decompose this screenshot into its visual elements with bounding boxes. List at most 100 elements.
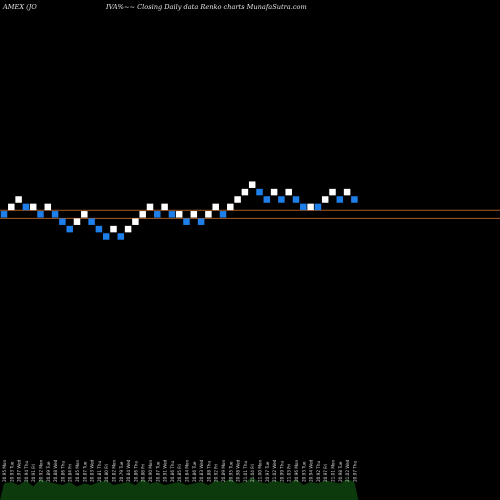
renko-brick-down	[37, 211, 44, 218]
renko-brick-up	[321, 196, 329, 203]
renko-brick-up	[248, 181, 256, 188]
renko-brick-up	[329, 188, 336, 196]
volume-label: 20.83 Wed	[90, 459, 95, 482]
renko-brick-up	[73, 218, 81, 225]
volume-label: 21.02 Wed	[345, 459, 350, 482]
volume-label: 20.85 Fri	[177, 464, 182, 482]
renko-brick-down	[300, 203, 307, 211]
volume-label: 20.93 Tue	[9, 461, 14, 482]
renko-brick-down	[51, 211, 59, 218]
volume-label: 20.86 Thu	[133, 460, 138, 482]
volume-label: 21.00 Mon	[258, 460, 263, 482]
volume-label: 21.03 Fri	[287, 464, 292, 482]
renko-brick-down	[117, 233, 125, 240]
renko-brick-down	[336, 196, 344, 203]
volume-label: 20.97 Thu	[352, 460, 357, 482]
volume-label: 20.96 Mon	[294, 460, 299, 482]
renko-brick-up	[234, 196, 241, 203]
volume-label: 20.92 Fri	[214, 464, 219, 482]
volume-label: 20.92 Mon	[39, 460, 44, 482]
volume-label: 20.92 Thu	[316, 460, 321, 482]
volume-label: 20.88 Thu	[206, 460, 211, 482]
volume-label: 20.88 Fri	[141, 464, 146, 482]
renko-brick-up	[227, 203, 234, 211]
volume-label: 20.80 Fri	[104, 464, 109, 482]
renko-brick-up	[307, 203, 314, 211]
volume-label: 20.84 Fri	[68, 464, 73, 482]
volume-label: 20.86 Thu	[60, 460, 65, 482]
volume-label: 20.82 Mon	[112, 460, 117, 482]
volume-label: 20.86 Thu	[170, 460, 175, 482]
volume-label: 20.99 Thu	[279, 460, 284, 482]
renko-brick-up	[212, 203, 219, 211]
volume-label: 20.85 Mon	[75, 460, 80, 482]
volume-label: 20.79 Tue	[119, 461, 124, 482]
renko-brick-down	[278, 196, 285, 203]
renko-brick-down	[197, 218, 205, 225]
renko-brick-up	[343, 188, 351, 196]
renko-brick-up	[15, 196, 22, 203]
volume-label: 20.94 Thu	[24, 460, 29, 482]
volume-label: 20.95 Mon	[2, 460, 7, 482]
renko-brick-down	[351, 196, 358, 203]
volume-label: 20.89 Mon	[221, 460, 226, 482]
volume-label: 20.90 Mon	[148, 460, 153, 482]
renko-brick-down	[102, 233, 110, 240]
volume-label: 20.97 Wed	[17, 459, 22, 482]
volume-label: 20.87 Tue	[155, 461, 160, 482]
renko-brick-down	[88, 218, 95, 225]
volume-label: 20.88 Wed	[53, 459, 58, 482]
renko-brick-up	[132, 218, 139, 225]
renko-brick-up	[81, 211, 88, 218]
renko-brick-down	[292, 196, 300, 203]
renko-brick-down	[95, 225, 103, 233]
volume-label: 20.97 Fri	[323, 464, 328, 482]
volume-label: 21.01 Thu	[243, 460, 248, 482]
volume-label: 21.04 Fri	[250, 464, 255, 482]
chart-symbol-label: AMEX (JO	[3, 3, 37, 11]
volume-label: 20.95 Tue	[228, 461, 233, 482]
volume-label: 20.83 Wed	[199, 459, 204, 482]
volume-label: 20.81 Thu	[97, 460, 102, 482]
renko-brick-down	[59, 218, 66, 225]
volume-label: 20.84 Mon	[185, 460, 190, 482]
renko-brick-down	[219, 211, 227, 218]
volume-label: 20.87 Tue	[82, 461, 87, 482]
renko-brick-up	[270, 188, 278, 196]
volume-label: 20.98 Wed	[236, 459, 241, 482]
renko-brick-down	[314, 203, 322, 211]
chart-title: IVA%~~ Closing Daily data Renko charts M…	[106, 3, 307, 11]
renko-brick-up	[241, 188, 249, 196]
volume-label: 20.84 Wed	[126, 459, 131, 482]
volume-label: 20.91 Fri	[31, 464, 36, 482]
renko-brick-up	[161, 203, 168, 211]
renko-brick-up	[8, 203, 15, 211]
volume-label: 20.86 Tue	[192, 461, 197, 482]
renko-brick-up	[175, 211, 183, 218]
renko-brick-up	[146, 203, 154, 211]
renko-brick-up	[124, 225, 132, 233]
renko-brick-up	[190, 211, 198, 218]
renko-brick-up	[110, 225, 117, 233]
volume-area	[0, 477, 359, 500]
renko-brick-down	[256, 188, 263, 196]
volume-label: 20.97 Tue	[265, 461, 270, 482]
volume-label: 20.94 Wed	[309, 459, 314, 482]
volume-label: 21.01 Mon	[331, 460, 336, 482]
volume-label: 20.98 Tue	[338, 461, 343, 482]
renko-brick-down	[183, 218, 190, 225]
renko-brick-down	[154, 211, 161, 218]
renko-brick-down	[263, 196, 271, 203]
renko-brick-up	[285, 188, 292, 196]
renko-brick-down	[66, 225, 73, 233]
renko-brick-up	[139, 211, 146, 218]
renko-brick-up	[44, 203, 52, 211]
volume-label: 20.93 Tue	[301, 461, 306, 482]
volume-label: 20.89 Tue	[46, 461, 51, 482]
renko-brick-up	[29, 203, 37, 211]
renko-brick-down	[168, 211, 176, 218]
renko-brick-up	[205, 211, 212, 218]
renko-brick-down	[22, 203, 30, 211]
